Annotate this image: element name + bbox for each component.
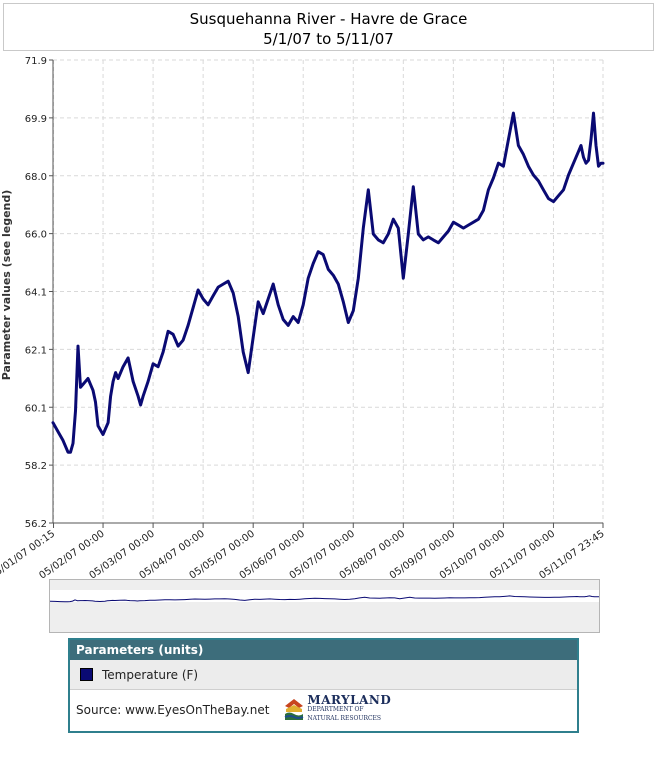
y-tick-label: 71.9 — [25, 56, 47, 67]
legend-header: Parameters (units) — [70, 640, 577, 660]
source-text: Source: www.EyesOnTheBay.net — [76, 702, 270, 717]
legend-item-temperature[interactable]: Temperature (F) — [70, 660, 577, 690]
y-tick-label: 69.9 — [25, 114, 47, 125]
y-tick-label: 60.1 — [25, 403, 47, 414]
logo-sub2: NATURAL RESOURCES — [307, 715, 382, 722]
y-tick-label: 58.2 — [25, 461, 47, 472]
navigator-strip — [49, 590, 599, 603]
maryland-dnr-logo: MARYLAND DEPARTMENT OF NATURAL RESOURCES — [283, 693, 392, 723]
y-axis-label: Parameter values (see legend) — [0, 190, 13, 381]
y-tick-label: 56.2 — [25, 519, 47, 530]
chart-series — [51, 111, 605, 454]
range-navigator[interactable] — [49, 579, 600, 633]
line-chart: 56.2 58.2 60.1 62.1 64.1 66.0 68.0 69.9 71.9 05/… — [0, 56, 607, 580]
y-tick-label: 66.0 — [25, 230, 47, 241]
navigator-series — [49, 595, 599, 603]
dnr-emblem-icon — [285, 698, 304, 720]
chart-title: Susquehanna River - Havre de Grace — [189, 10, 468, 28]
legend-panel: Parameters (units) Temperature (F) Sourc… — [68, 638, 579, 733]
legend-swatch — [80, 668, 93, 681]
legend-source-row: Source: www.EyesOnTheBay.net MARYLAND DE… — [70, 690, 577, 729]
chart-grid — [53, 59, 604, 524]
navigator-line — [49, 595, 599, 603]
logo-sub1: DEPARTMENT OF — [307, 706, 364, 713]
y-tick-label: 64.1 — [25, 288, 47, 299]
legend-item-label: Temperature (F) — [102, 667, 199, 682]
chart-subtitle: 5/1/07 to 5/11/07 — [263, 30, 394, 48]
chart-title-box: Susquehanna River - Havre de Grace 5/1/0… — [3, 3, 654, 51]
series-temperature-line — [51, 111, 605, 454]
logo-name: MARYLAND — [307, 693, 392, 707]
y-tick-label: 68.0 — [25, 172, 47, 183]
y-axis-ticks: 56.2 58.2 60.1 62.1 64.1 66.0 68.0 69.9 71.9 — [25, 56, 53, 530]
y-tick-label: 62.1 — [25, 345, 47, 356]
